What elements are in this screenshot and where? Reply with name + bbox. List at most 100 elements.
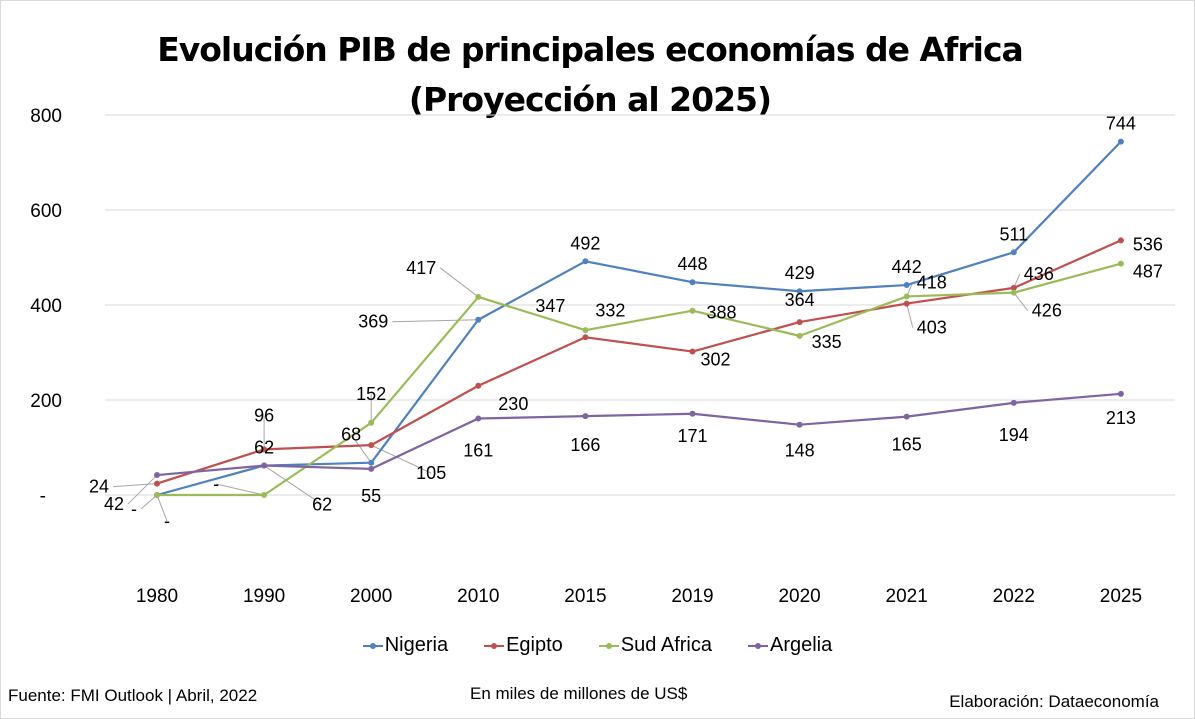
leader-line [439,267,479,298]
x-tick-label: 2019 [671,586,713,607]
data-label: 418 [917,272,947,292]
data-point [368,419,375,426]
data-label: 442 [892,257,922,277]
data-point [796,332,803,339]
x-tick-label: 2022 [993,586,1035,607]
data-point [582,327,589,334]
data-point [475,415,482,422]
data-label: 511 [999,224,1028,244]
data-label: 161 [463,441,493,461]
legend-item: Egipto [484,634,563,657]
data-point [1117,390,1124,397]
data-label: 429 [785,263,815,283]
legend-swatch-icon [747,642,768,649]
legend-swatch-icon [598,642,619,649]
data-label: 105 [416,463,446,483]
series-line-nigeria [156,140,1122,497]
legend-label: Egipto [506,634,563,656]
chart-title: Evolución PIB de principales economías d… [157,30,1024,69]
data-labels: - 62 68 369 492 448 429 442 511 744 24 96 105 230 332 3… [89,114,1163,531]
data-label: 213 [1106,408,1136,428]
leader-line [112,483,158,488]
data-point [1117,237,1124,244]
leader-line [215,483,265,496]
data-point [261,492,268,498]
data-point [582,413,589,420]
legend-item: Nigeria [362,634,449,657]
data-label: 194 [999,425,1029,445]
data-point [689,410,696,417]
data-label: 332 [595,300,625,320]
data-point [1010,284,1017,291]
data-label: 165 [892,435,922,455]
series-line-sud-africa [157,262,1122,497]
x-tick-label: 2021 [886,586,928,607]
data-label: 171 [677,426,707,446]
series-lines [154,138,1124,498]
data-label: 426 [1032,301,1062,321]
data-label: 364 [785,290,815,310]
data-point [1117,138,1124,145]
legend-item: Argelia [747,634,833,657]
data-point [261,446,268,453]
data-label: - [213,474,219,494]
legend-label: Sud Africa [620,634,712,656]
data-point [582,258,589,265]
legend-swatch-icon [362,642,383,649]
data-point [154,480,160,487]
data-label: 388 [707,303,737,323]
data-point [475,316,482,323]
data-point [368,442,375,449]
data-label: 403 [917,318,947,338]
leader-line [263,465,323,505]
legend-label: Nigeria [384,634,449,656]
y-tick-label: - [40,486,46,507]
data-label: 166 [570,435,600,455]
data-point [475,382,482,389]
x-axis: 1980 1990 2000 2010 2015 2019 2020 2021 2022 2025 [136,586,1142,607]
data-point [796,288,803,295]
data-point [582,334,589,341]
data-label: 42 [104,494,124,514]
data-point [368,465,375,472]
data-label: 335 [812,332,842,352]
data-point [475,293,482,300]
y-tick-label: 200 [30,391,62,412]
data-point [1117,260,1124,267]
data-point [903,300,910,307]
data-label: 302 [701,350,731,370]
y-tick-label: 800 [30,106,62,127]
data-point [903,282,910,289]
data-point [689,307,696,314]
data-label: 487 [1133,262,1163,282]
leader-line [392,319,479,323]
chart-subtitle: (Proyección al 2025) [408,80,772,119]
data-point [1010,289,1017,296]
data-point [689,279,696,286]
data-label: 536 [1133,234,1163,254]
data-point [796,421,803,428]
leader-line [127,474,158,505]
data-label: 24 [89,477,109,497]
leader-line [156,494,168,522]
leader-line [350,434,372,463]
data-point [368,459,375,466]
data-label: 96 [254,405,274,425]
data-label: 148 [785,441,815,461]
data-point [154,492,160,498]
data-label: 62 [312,495,332,515]
x-tick-label: 2025 [1100,586,1142,607]
data-label: 744 [1106,114,1136,134]
legend-label: Argelia [769,634,833,656]
data-label: 230 [498,394,528,414]
data-label: 417 [406,258,436,278]
x-tick-label: 1990 [243,586,285,607]
series-line-egipto [156,239,1122,485]
data-point [689,348,696,355]
x-tick-label: 2000 [350,586,392,607]
x-tick-label: 1980 [136,586,178,607]
data-label: 68 [341,425,361,445]
legend-item: Sud Africa [598,634,712,657]
x-tick-label: 2020 [778,586,820,607]
